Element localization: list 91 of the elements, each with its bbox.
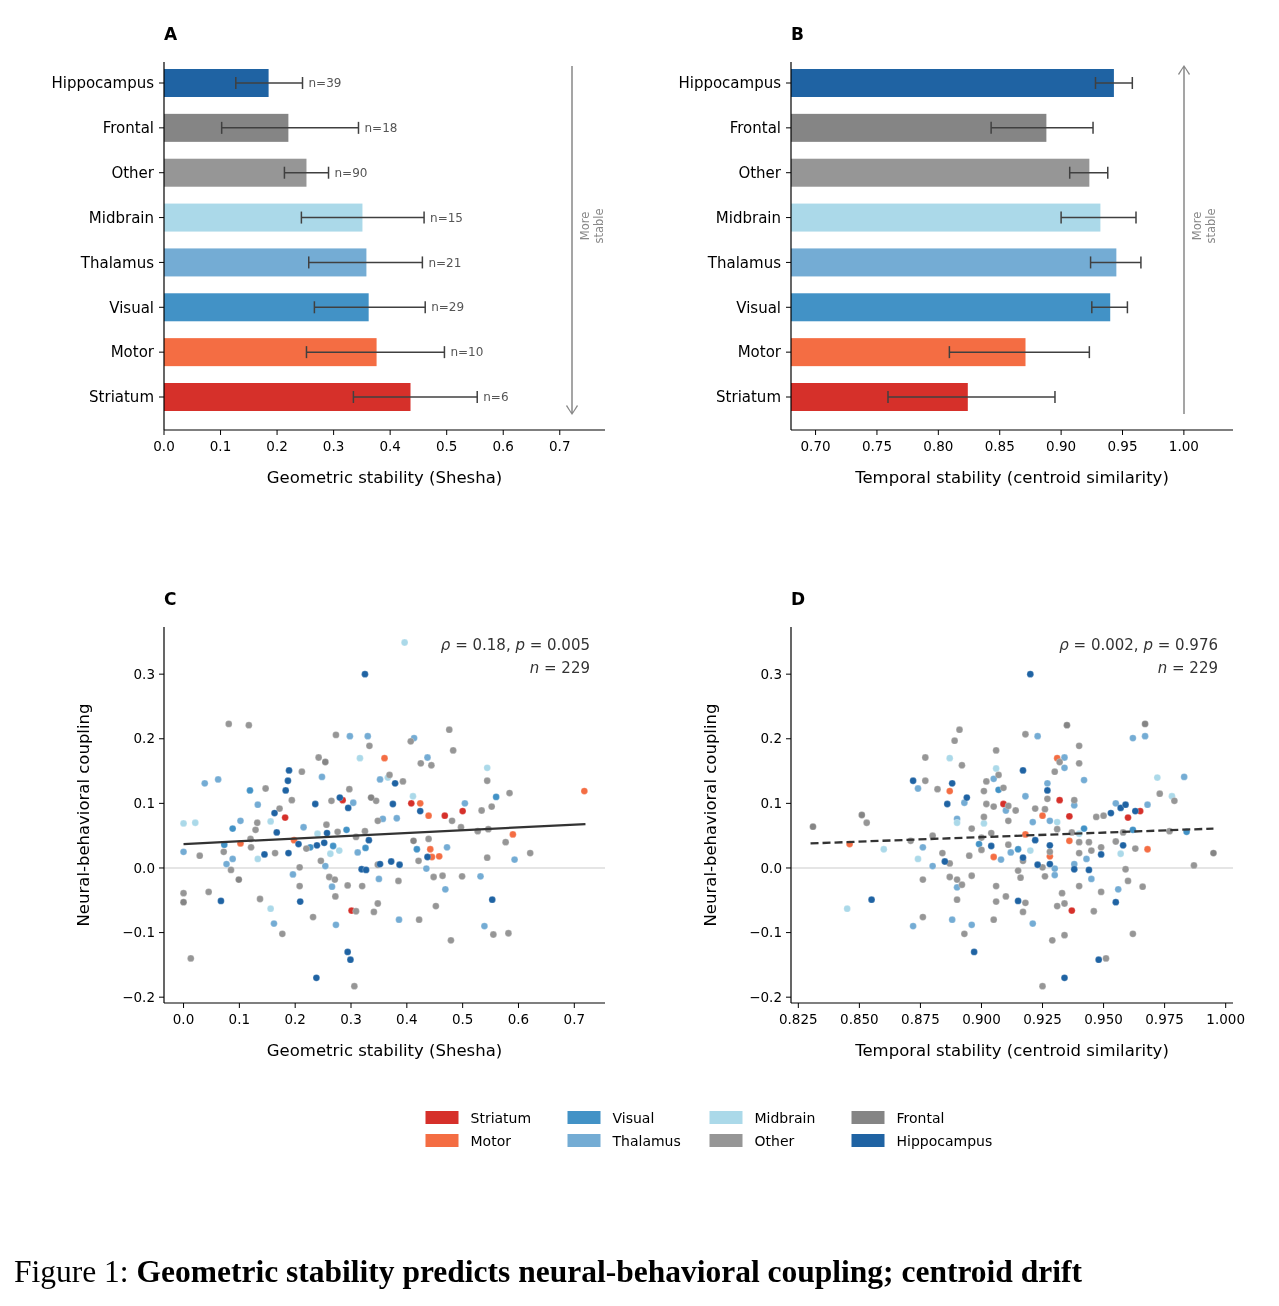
y-tick-label: Frontal	[729, 119, 781, 138]
x-tick-label: 0.3	[322, 438, 345, 454]
y-tick-label: Motor	[110, 343, 155, 362]
y-tick-label: Striatum	[89, 388, 154, 407]
y-tick-label: Midbrain	[88, 208, 154, 227]
chart-title: D	[791, 589, 806, 609]
text: Geometric stability predicts neural-behavioral coupling; centroid drift	[128, 1254, 1083, 1289]
legend-label: Thalamus	[611, 1132, 681, 1149]
annotation: n=90	[334, 165, 368, 180]
y-tick-label: Other	[111, 163, 155, 182]
annotation: n = 229	[529, 659, 590, 677]
y-tick-label: Other	[738, 163, 782, 182]
annotation: More stable	[1190, 208, 1219, 244]
y-tick-label: Thalamus	[79, 253, 155, 272]
x-tick-label: 0.950	[1084, 1011, 1123, 1027]
x-axis-title: Temporal stability (centroid similarity)	[854, 1041, 1169, 1060]
x-tick-label: 0.875	[901, 1011, 940, 1027]
y-tick-label: −0.1	[122, 924, 155, 941]
x-tick-label: 0.1	[209, 438, 232, 454]
x-tick-label: 0.900	[962, 1011, 1001, 1027]
y-tick-label: Visual	[109, 298, 154, 317]
y-tick-label: Motor	[737, 343, 782, 362]
caption: Figure 1:	[14, 1254, 129, 1289]
x-tick-label: 0.0	[172, 1011, 195, 1027]
legend-label: Hippocampus	[896, 1132, 993, 1149]
y-tick-label: −0.1	[749, 924, 782, 941]
y-tick-label: Striatum	[716, 388, 781, 407]
x-tick-label: 0.975	[1145, 1011, 1184, 1027]
annotation: n=21	[428, 255, 462, 270]
annotation: n=6	[483, 390, 509, 405]
annotation: n=18	[364, 121, 398, 136]
legend-label: Striatum	[470, 1109, 532, 1126]
x-tick-label: 0.850	[840, 1011, 879, 1027]
y-tick-label: 0.1	[760, 795, 782, 812]
annotation: n=15	[430, 210, 464, 225]
legend-label: Motor	[470, 1132, 512, 1149]
y-tick-label: 0.3	[760, 665, 782, 682]
chart-title: B	[791, 24, 804, 44]
x-axis-title: Geometric stability (Shesha)	[266, 1041, 503, 1060]
y-tick-label: 0.1	[133, 795, 155, 812]
legend-label: Frontal	[896, 1109, 945, 1126]
x-tick-label: 1.000	[1206, 1011, 1245, 1027]
x-tick-label: 0.825	[779, 1011, 818, 1027]
annotation: n=10	[450, 345, 484, 360]
x-tick-label: 0.2	[284, 1011, 306, 1027]
x-tick-label: 0.85	[984, 438, 1015, 454]
annotation: More stable	[578, 208, 607, 244]
x-tick-label: 0.6	[492, 438, 514, 454]
x-tick-label: 0.0	[153, 438, 175, 454]
x-tick-label: 0.2	[266, 438, 288, 454]
x-tick-label: 0.4	[379, 438, 401, 454]
y-tick-label: 0.3	[133, 665, 155, 682]
y-tick-label: −0.2	[749, 988, 782, 1005]
annotation: n = 229	[1157, 659, 1218, 677]
x-tick-label: 0.6	[507, 1011, 530, 1027]
y-tick-label: Midbrain	[715, 208, 781, 227]
x-tick-label: 0.5	[451, 1011, 474, 1027]
x-axis-title: Temporal stability (centroid similarity)	[854, 468, 1169, 487]
x-tick-label: 0.3	[340, 1011, 362, 1027]
y-tick-label: 0.0	[760, 859, 782, 876]
chart-title: C	[164, 589, 177, 609]
x-tick-label: 0.70	[800, 438, 831, 454]
x-tick-label: 0.925	[1023, 1011, 1062, 1027]
legend-label: Visual	[612, 1109, 655, 1126]
x-tick-label: 0.1	[228, 1011, 251, 1027]
y-tick-label: Visual	[736, 298, 781, 317]
x-tick-label: 0.80	[923, 438, 954, 454]
y-tick-label: Frontal	[102, 119, 154, 138]
x-tick-label: 1.00	[1168, 438, 1199, 454]
x-tick-label: 0.7	[563, 1011, 586, 1027]
y-axis-title: Neural-behavioral coupling	[701, 703, 720, 927]
annotation: n=29	[431, 300, 465, 315]
y-tick-label: 0.2	[760, 730, 782, 747]
y-tick-label: Thalamus	[706, 253, 782, 272]
annotation: ρ = 0.18, p = 0.005	[440, 636, 590, 654]
x-tick-label: 0.5	[435, 438, 458, 454]
y-tick-label: 0.0	[133, 859, 155, 876]
y-tick-label: −0.2	[122, 988, 155, 1005]
x-tick-label: 0.75	[861, 438, 892, 454]
y-axis-title: Neural-behavioral coupling	[74, 703, 93, 927]
y-tick-label: Hippocampus	[678, 74, 782, 93]
x-axis-title: Geometric stability (Shesha)	[266, 468, 503, 487]
annotation: ρ = 0.002, p = 0.976	[1059, 636, 1218, 654]
x-tick-label: 0.7	[549, 438, 571, 454]
x-tick-label: 0.4	[396, 1011, 418, 1027]
annotation: n=39	[308, 76, 342, 91]
y-tick-label: Hippocampus	[51, 74, 155, 93]
x-tick-label: 0.90	[1046, 438, 1077, 454]
x-tick-label: 0.95	[1107, 438, 1138, 454]
y-tick-label: 0.2	[133, 730, 155, 747]
chart-title: A	[164, 24, 178, 44]
